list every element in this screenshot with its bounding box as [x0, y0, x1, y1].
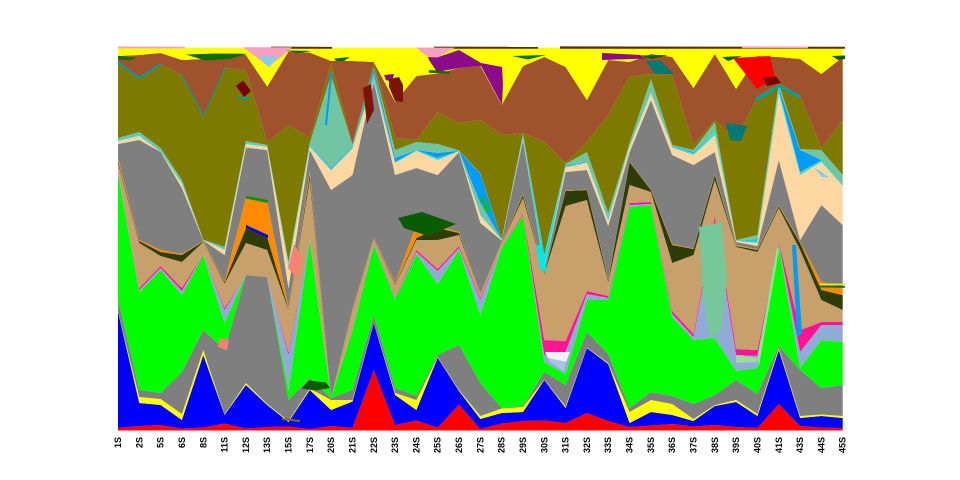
svg-text:6S: 6S — [177, 437, 187, 448]
svg-text:41S: 41S — [774, 437, 784, 453]
svg-text:45S: 45S — [838, 437, 848, 453]
svg-text:2S: 2S — [134, 437, 144, 448]
svg-text:25S: 25S — [433, 437, 443, 453]
svg-text:20S: 20S — [326, 437, 336, 453]
svg-text:30S: 30S — [539, 437, 549, 453]
svg-text:35S: 35S — [646, 437, 656, 453]
svg-text:21S: 21S — [348, 437, 358, 453]
svg-text:12S: 12S — [241, 437, 251, 453]
svg-text:1S: 1S — [113, 437, 123, 448]
svg-text:38S: 38S — [710, 437, 720, 453]
svg-text:33S: 33S — [603, 437, 613, 453]
svg-text:44S: 44S — [816, 437, 826, 453]
svg-text:17S: 17S — [305, 437, 315, 453]
svg-text:39S: 39S — [731, 437, 741, 453]
svg-text:13S: 13S — [262, 437, 272, 453]
svg-text:24S: 24S — [411, 437, 421, 453]
svg-text:23S: 23S — [390, 437, 400, 453]
svg-text:27S: 27S — [475, 437, 485, 453]
svg-text:37S: 37S — [689, 437, 699, 453]
svg-text:8S: 8S — [198, 437, 208, 448]
svg-text:40S: 40S — [752, 437, 762, 453]
svg-text:43S: 43S — [795, 437, 805, 453]
svg-text:15S: 15S — [284, 437, 294, 453]
svg-text:36S: 36S — [667, 437, 677, 453]
svg-text:22S: 22S — [369, 437, 379, 453]
svg-text:31S: 31S — [561, 437, 571, 453]
svg-text:28S: 28S — [497, 437, 507, 453]
svg-text:11S: 11S — [220, 437, 230, 453]
svg-text:32S: 32S — [582, 437, 592, 453]
svg-text:26S: 26S — [454, 437, 464, 453]
svg-text:5S: 5S — [156, 437, 166, 448]
svg-text:34S: 34S — [625, 437, 635, 453]
svg-text:29S: 29S — [518, 437, 528, 453]
